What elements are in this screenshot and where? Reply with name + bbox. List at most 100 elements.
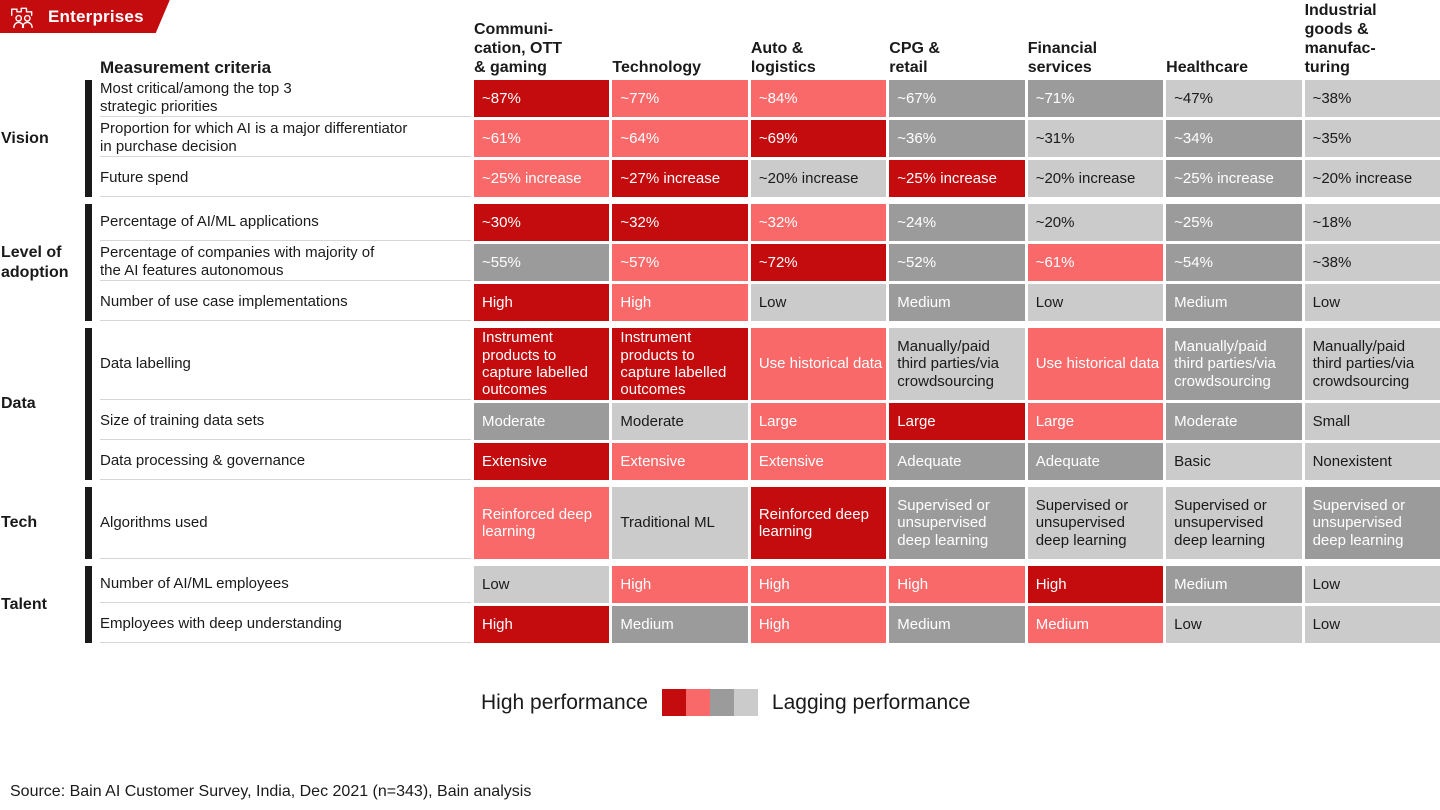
heatmap-cell: ~67% bbox=[889, 80, 1025, 117]
heatmap-cell: Large bbox=[1027, 403, 1164, 440]
heatmap-cell: ~71% bbox=[1027, 80, 1164, 117]
heatmap-cell: Adequate bbox=[1027, 443, 1164, 480]
criteria-text: Proportion for which AI is a major diffe… bbox=[100, 120, 408, 155]
heatmap-cell: Low bbox=[474, 566, 610, 603]
heatmap-cell: High bbox=[474, 284, 610, 321]
group-label: Data bbox=[1, 395, 36, 413]
criteria-text: Data processing & governance bbox=[100, 452, 306, 469]
table-row: Future spend ~25% increase ~27% increase ~2… bbox=[100, 160, 1440, 197]
heatmap-cell: ~27% increase bbox=[612, 160, 748, 197]
header-bar-spacer bbox=[85, 2, 97, 80]
group-bar bbox=[85, 204, 97, 321]
criteria-text: Most critical/among the top 3 strategic … bbox=[100, 80, 292, 115]
heatmap-cell: Extensive bbox=[474, 443, 610, 480]
heatmap-cell: ~38% bbox=[1304, 244, 1440, 281]
legend-swatch-high bbox=[661, 689, 686, 716]
criteria-label: Most critical/among the top 3 strategic … bbox=[100, 80, 471, 117]
group-bar bbox=[85, 487, 97, 559]
criteria-label: Size of training data sets bbox=[100, 403, 471, 440]
heatmap-cell: ~34% bbox=[1166, 120, 1302, 157]
row-group: Level of adoption Percentage of AI/ML app… bbox=[0, 204, 1440, 321]
heatmap-cell: Large bbox=[750, 403, 887, 440]
criteria-label: Data labelling bbox=[100, 328, 471, 400]
heatmap-cell: Moderate bbox=[1166, 403, 1302, 440]
table-row: Data labelling Instrument products to cap… bbox=[100, 328, 1440, 400]
heatmap-cell: ~61% bbox=[474, 120, 610, 157]
column-header: Industrial goods & manufac- turing bbox=[1304, 2, 1377, 76]
criteria-label: Proportion for which AI is a major diffe… bbox=[100, 120, 471, 157]
heatmap-cell: Basic bbox=[1166, 443, 1302, 480]
table-header-row: Measurement criteria Communi- cation, OT… bbox=[0, 2, 1440, 80]
heatmap-cell: High bbox=[750, 606, 887, 643]
heatmap-cell: ~18% bbox=[1304, 204, 1440, 241]
enterprise-people-icon bbox=[9, 4, 37, 30]
heatmap-cell: ~64% bbox=[612, 120, 748, 157]
criteria-text: Employees with deep understanding bbox=[100, 615, 342, 632]
table-row: Data processing & governance Extensive Ext… bbox=[100, 443, 1440, 480]
table-row: Size of training data sets Moderate Modera… bbox=[100, 403, 1440, 440]
criteria-label: Number of use case implementations bbox=[100, 284, 471, 321]
heatmap-cell: ~20% increase bbox=[1027, 160, 1164, 197]
heatmap-cell: ~77% bbox=[612, 80, 748, 117]
heatmap-cell: ~69% bbox=[750, 120, 887, 157]
row-group: Tech Algorithms used Reinforced deep learn… bbox=[0, 487, 1440, 559]
badge-label: Enterprises bbox=[48, 6, 144, 26]
heatmap-cell: ~55% bbox=[474, 244, 610, 281]
heatmap-cell: Extensive bbox=[612, 443, 748, 480]
heatmap-cell: Medium bbox=[1166, 284, 1302, 321]
heatmap-cell: Traditional ML bbox=[612, 487, 748, 559]
criteria-text: Size of training data sets bbox=[100, 412, 265, 429]
group-bar bbox=[85, 80, 97, 197]
table-row: Proportion for which AI is a major diffe… bbox=[100, 120, 1440, 157]
heatmap-cell: ~20% increase bbox=[750, 160, 887, 197]
heatmap-cell: Moderate bbox=[612, 403, 748, 440]
heatmap-cell: Manually/paid third parties/via crowdsou… bbox=[889, 328, 1025, 400]
column-header: CPG & retail bbox=[889, 39, 940, 76]
heatmap-cell: ~24% bbox=[889, 204, 1025, 241]
heatmap-cell: Low bbox=[1027, 284, 1164, 321]
table-row: Most critical/among the top 3 strategic … bbox=[100, 80, 1440, 117]
heatmap-cell: Reinforced deep learning bbox=[750, 487, 887, 559]
heatmap-cell: Moderate bbox=[474, 403, 610, 440]
table-row: Percentage of AI/ML applications ~30% ~32%… bbox=[100, 204, 1440, 241]
heatmap-cell: ~25% increase bbox=[889, 160, 1025, 197]
heatmap-table: Measurement criteria Communi- cation, OT… bbox=[0, 2, 1440, 650]
heatmap-cell: ~25% increase bbox=[1166, 160, 1302, 197]
group-bar bbox=[85, 566, 97, 643]
criteria-label: Data processing & governance bbox=[100, 443, 471, 480]
criteria-text: Number of use case implementations bbox=[100, 293, 348, 310]
heatmap-cell: Supervised or unsupervised deep learning bbox=[1166, 487, 1302, 559]
heatmap-cell: Extensive bbox=[750, 443, 887, 480]
heatmap-cell: ~35% bbox=[1304, 120, 1440, 157]
criteria-text: Future spend bbox=[100, 169, 189, 186]
heatmap-cell: ~52% bbox=[889, 244, 1025, 281]
heatmap-cell: ~38% bbox=[1304, 80, 1440, 117]
heatmap-cell: Reinforced deep learning bbox=[474, 487, 610, 559]
heatmap-cell: ~61% bbox=[1027, 244, 1164, 281]
table-row: Employees with deep understanding High Med… bbox=[100, 606, 1440, 643]
heatmap-cell: Low bbox=[1166, 606, 1302, 643]
column-header: Technology bbox=[612, 58, 702, 76]
legend-swatches bbox=[661, 689, 758, 716]
heatmap-cell: ~32% bbox=[750, 204, 887, 241]
group-bar bbox=[85, 328, 97, 480]
criteria-label: Number of AI/ML employees bbox=[100, 566, 471, 603]
heatmap-cell: Use historical data bbox=[1027, 328, 1164, 400]
row-group: Talent Number of AI/ML employees Low High Hi… bbox=[0, 566, 1440, 643]
criteria-text: Percentage of companies with majority of… bbox=[100, 244, 375, 279]
criteria-text: Algorithms used bbox=[100, 513, 208, 531]
heatmap-cell: ~31% bbox=[1027, 120, 1164, 157]
heatmap-cell: Manually/paid third parties/via crowdsou… bbox=[1166, 328, 1302, 400]
group-label: Tech bbox=[1, 514, 38, 532]
group-label: Vision bbox=[1, 129, 49, 147]
header-group-spacer bbox=[0, 2, 85, 80]
heatmap-cell: ~32% bbox=[612, 204, 748, 241]
heatmap-cell: Low bbox=[750, 284, 887, 321]
table-row: Number of AI/ML employees Low High High High… bbox=[100, 566, 1440, 603]
heatmap-cell: Medium bbox=[612, 606, 748, 643]
legend: High performance Lagging performance bbox=[481, 689, 970, 716]
heatmap-cell: High bbox=[750, 566, 887, 603]
heatmap-cell: ~57% bbox=[612, 244, 748, 281]
heatmap-cell: High bbox=[889, 566, 1025, 603]
